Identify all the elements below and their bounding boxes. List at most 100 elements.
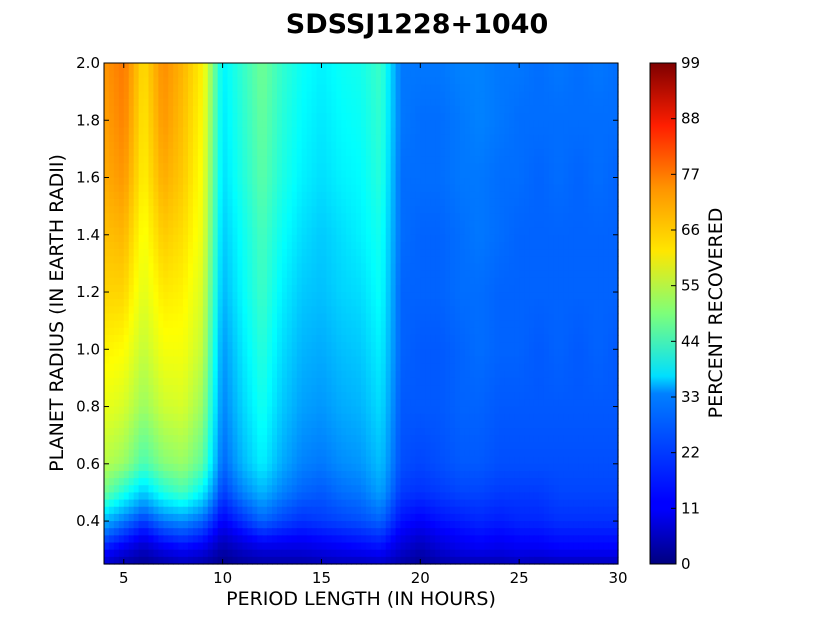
heatmap-cell — [543, 220, 550, 229]
heatmap-cell — [445, 349, 451, 358]
heatmap-cell — [316, 141, 323, 150]
heatmap-cell — [440, 263, 446, 272]
heatmap-cell — [341, 241, 347, 250]
heatmap-cell — [365, 113, 372, 121]
heatmap-cell — [494, 234, 500, 243]
heatmap-cell — [296, 120, 303, 129]
heatmap-cell — [533, 177, 540, 186]
heatmap-cell — [435, 349, 441, 358]
heatmap-cell — [504, 141, 510, 150]
heatmap-cell — [306, 313, 313, 322]
heatmap-cell — [395, 249, 402, 257]
heatmap-cell — [173, 292, 179, 300]
heatmap-cell — [232, 127, 239, 136]
heatmap-cell — [267, 63, 273, 71]
heatmap-cell — [138, 191, 145, 200]
heatmap-cell — [449, 385, 456, 393]
heatmap-cell — [494, 156, 500, 164]
heatmap-cell — [197, 320, 204, 329]
heatmap-cell — [509, 306, 515, 315]
heatmap-cell — [202, 63, 209, 71]
heatmap-cell — [183, 206, 189, 214]
heatmap-cell — [524, 98, 530, 107]
heatmap-cell — [499, 70, 505, 78]
heatmap-cell — [202, 249, 209, 257]
heatmap-cell — [188, 163, 194, 171]
heatmap-cell — [168, 91, 174, 100]
heatmap-cell — [331, 156, 337, 164]
heatmap-cell — [296, 241, 303, 250]
heatmap-cell — [311, 256, 318, 264]
heatmap-cell — [370, 334, 377, 343]
heatmap-cell — [286, 284, 293, 293]
heatmap-cell — [543, 63, 550, 71]
heatmap-cell — [148, 206, 155, 214]
heatmap-cell — [543, 334, 550, 343]
heatmap-cell — [183, 284, 189, 293]
heatmap-cell — [573, 270, 580, 279]
heatmap-cell — [247, 77, 253, 86]
heatmap-cell — [188, 234, 194, 243]
heatmap-cell — [553, 198, 560, 207]
heatmap-cell — [361, 127, 367, 136]
heatmap-cell — [533, 127, 540, 136]
heatmap-cell — [188, 191, 194, 200]
heatmap-cell — [108, 148, 115, 157]
heatmap-cell — [351, 306, 357, 315]
heatmap-cell — [410, 342, 416, 350]
heatmap-cell — [430, 241, 436, 250]
heatmap-cell — [583, 63, 589, 71]
heatmap-cell — [336, 241, 342, 250]
heatmap-cell — [538, 249, 545, 257]
heatmap-cell — [108, 177, 115, 186]
heatmap-cell — [538, 184, 545, 193]
heatmap-cell — [454, 363, 461, 372]
heatmap-cell — [158, 77, 164, 86]
heatmap-cell — [499, 148, 505, 157]
heatmap-cell — [192, 342, 199, 350]
heatmap-cell — [276, 84, 283, 93]
heatmap-cell — [237, 277, 243, 286]
heatmap-cell — [232, 163, 239, 171]
heatmap-cell — [113, 184, 120, 193]
heatmap-cell — [148, 363, 155, 372]
heatmap-cell — [178, 313, 184, 322]
heatmap-cell — [192, 277, 199, 286]
heatmap-cell — [400, 249, 407, 257]
heatmap-cell — [395, 313, 402, 322]
heatmap-cell — [440, 227, 446, 236]
heatmap-cell — [514, 385, 520, 393]
heatmap-cell — [361, 399, 367, 408]
heatmap-cell — [108, 84, 115, 93]
heatmap-cell — [281, 120, 288, 129]
heatmap-cell — [365, 249, 372, 257]
heatmap-cell — [272, 263, 278, 272]
heatmap-cell — [598, 148, 604, 157]
heatmap-cell — [326, 334, 332, 343]
heatmap-cell — [262, 292, 268, 300]
heatmap-cell — [499, 313, 505, 322]
heatmap-cell — [509, 213, 515, 222]
heatmap-cell — [296, 284, 303, 293]
heatmap-cell — [459, 98, 466, 107]
heatmap-cell — [351, 299, 357, 307]
heatmap-cell — [553, 148, 560, 157]
heatmap-cell — [573, 334, 580, 343]
heatmap-cell — [168, 377, 174, 386]
heatmap-cell — [469, 220, 476, 229]
heatmap-cell — [395, 277, 402, 286]
heatmap-cell — [188, 385, 194, 393]
heatmap-cell — [192, 63, 199, 71]
heatmap-cell — [311, 63, 318, 71]
heatmap-cell — [474, 327, 481, 336]
heatmap-cell — [533, 227, 540, 236]
heatmap-cell — [232, 198, 239, 207]
heatmap-cell — [449, 392, 456, 400]
heatmap-cell — [217, 191, 224, 200]
heatmap-cell — [158, 299, 164, 307]
heatmap-cell — [435, 84, 441, 93]
heatmap-cell — [514, 170, 520, 179]
heatmap-cell — [548, 342, 555, 350]
heatmap-cell — [153, 184, 159, 193]
heatmap-cell — [296, 170, 303, 179]
